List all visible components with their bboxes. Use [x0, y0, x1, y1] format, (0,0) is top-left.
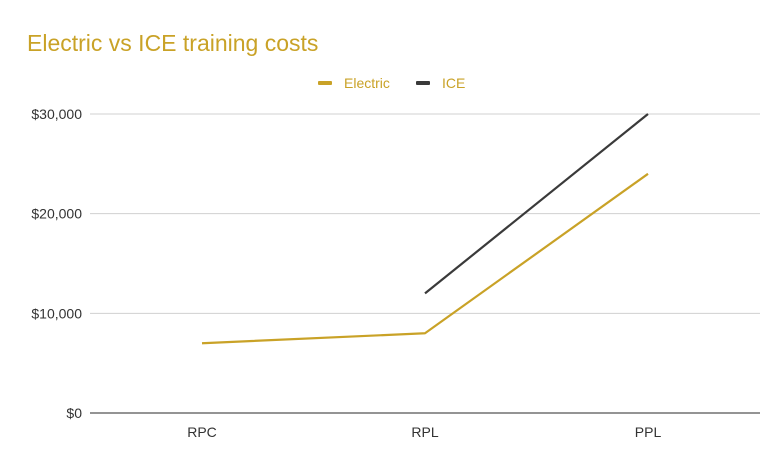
legend-item-electric: Electric: [318, 73, 390, 93]
y-tick-label: $0: [66, 405, 82, 421]
legend-label-electric: Electric: [344, 75, 390, 91]
x-tick-label: RPC: [187, 424, 217, 440]
y-tick-label: $30,000: [31, 106, 82, 122]
series-line-electric: [201, 172, 649, 345]
legend-label-ice: ICE: [442, 75, 466, 91]
legend-swatch-ice: [416, 81, 430, 85]
legend-item-ice: ICE: [416, 73, 465, 93]
x-tick-label: RPL: [411, 424, 438, 440]
y-tick-label: $20,000: [31, 206, 82, 222]
legend: Electric ICE: [0, 73, 780, 93]
series-line-ice: [424, 113, 649, 295]
chart-title: Electric vs ICE training costs: [27, 30, 319, 56]
x-tick-label: PPL: [635, 424, 662, 440]
y-tick-label: $10,000: [31, 305, 82, 321]
legend-swatch-electric: [318, 81, 332, 85]
